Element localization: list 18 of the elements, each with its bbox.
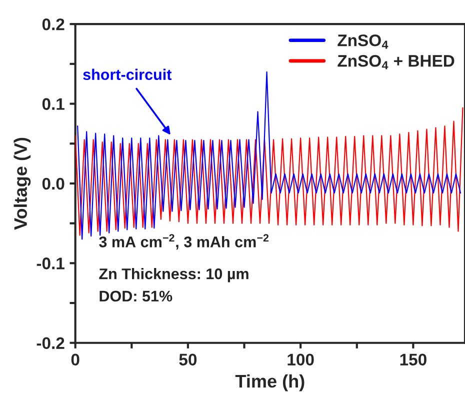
y-tick-label: -0.1 bbox=[36, 258, 64, 270]
x-tick-label: 100 bbox=[288, 354, 314, 366]
legend-label: ZnSO$_{4}$ + BHED bbox=[338, 55, 454, 70]
y-tick-label: 0.0 bbox=[42, 178, 64, 190]
y-axis-title: Voltage (V) bbox=[14, 138, 31, 230]
annotation: 3 mA cm$^{−2}$, 3 mAh cm$^{−2}$ bbox=[99, 234, 269, 250]
x-tick-label: 50 bbox=[179, 354, 197, 366]
y-tick-label: 0.2 bbox=[42, 18, 64, 30]
annotation: short-circuit bbox=[83, 68, 172, 80]
x-axis-title: Time (h) bbox=[235, 374, 304, 392]
annotation: DOD: 51% bbox=[100, 290, 172, 302]
legend-label: ZnSO$_{4}$ bbox=[338, 34, 388, 49]
annotation: Zn Thickness: 10 µm bbox=[99, 268, 248, 282]
x-tick-label: 0 bbox=[71, 354, 80, 366]
y-tick-label: -0.2 bbox=[36, 337, 64, 350]
x-tick-label: 150 bbox=[400, 354, 426, 366]
line-series bbox=[75, 107, 464, 236]
y-tick-label: 0.1 bbox=[42, 98, 64, 110]
